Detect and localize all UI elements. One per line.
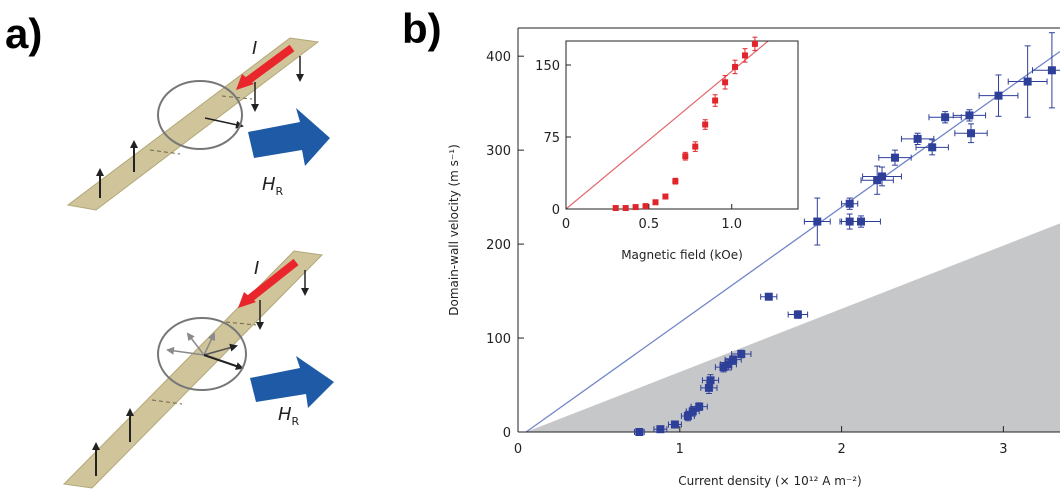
wall-circle — [157, 80, 243, 150]
data-point — [719, 363, 728, 372]
data-point — [688, 407, 697, 416]
field-arrow-lower — [250, 356, 334, 408]
shaded-region — [526, 223, 1060, 432]
upper-strip — [66, 37, 320, 211]
field-label-lower: HR — [278, 404, 300, 428]
shaded-area — [526, 223, 1060, 432]
inset-points — [612, 36, 758, 212]
inset-y-tick-label: 0 — [552, 203, 560, 218]
data-point — [913, 134, 922, 143]
data-point — [706, 376, 715, 385]
inset-data-point — [672, 178, 679, 185]
data-point — [890, 153, 899, 162]
lower-wall-left-line — [151, 399, 183, 405]
inset-data-point — [682, 153, 689, 160]
field-arrow-upper — [248, 108, 330, 166]
inset-y-tick-label: 150 — [535, 59, 560, 74]
wall-moment-arrow — [204, 117, 244, 129]
inset-data-point — [732, 63, 739, 70]
main-y-label: Domain-wall velocity (m s⁻¹) — [447, 144, 461, 316]
main-ticks: 0 1 2 3 0 100 200 300 400 — [486, 50, 1007, 457]
data-point — [656, 425, 665, 434]
inset-data-point — [722, 79, 729, 86]
inset-x-label: Magnetic field (kOe) — [621, 248, 743, 262]
data-point — [928, 143, 937, 152]
inset-data-point — [741, 52, 748, 59]
inset-y-tick-label: 75 — [543, 131, 560, 146]
upper-nanowire: I HR — [66, 37, 330, 211]
current-arrow-lower-head — [238, 292, 256, 308]
y-tick-label: 0 — [503, 426, 511, 441]
current-arrow-upper — [243, 44, 295, 86]
current-label-lower: I — [254, 258, 259, 279]
x-tick-label: 0 — [514, 442, 522, 457]
data-point — [873, 176, 882, 185]
data-point — [695, 402, 704, 411]
main-x-label: Current density (× 10¹² A m⁻²) — [678, 474, 862, 488]
x-tick-label: 1 — [676, 442, 684, 457]
inset-data-point — [652, 199, 659, 206]
wall-moment-arrow — [203, 354, 244, 370]
inset-frame — [565, 40, 799, 210]
y-tick-label: 400 — [486, 50, 511, 65]
inset-data-point — [692, 143, 699, 150]
precessing-moment-arrow — [203, 343, 238, 356]
inset-data-point — [642, 203, 649, 210]
data-point — [683, 412, 692, 421]
upper-wall-left-line — [149, 149, 181, 155]
current-label-upper: I — [252, 38, 257, 59]
panel-b-label: b) — [402, 5, 442, 52]
data-point — [845, 199, 854, 208]
field-label-upper: HR — [262, 174, 284, 198]
data-point — [737, 350, 746, 359]
y-tick-label: 200 — [486, 238, 511, 253]
data-point — [635, 428, 644, 436]
data-point — [670, 420, 679, 429]
lower-wall-right-line — [225, 321, 257, 326]
data-point — [856, 217, 865, 226]
inset-data-point — [712, 97, 719, 104]
inset-ticks: 0 0.5 1.0 0 75 150 — [535, 59, 742, 232]
current-arrow-lower — [245, 258, 299, 304]
lower-strip — [62, 250, 324, 489]
inset-data-point — [612, 205, 619, 212]
precessing-moment-arrow — [203, 332, 216, 356]
data-point — [878, 172, 887, 181]
inset-x-tick-label: 0.5 — [639, 217, 660, 232]
y-tick-label: 100 — [486, 332, 511, 347]
main-points — [633, 32, 1060, 436]
inset-x-tick-label: 1.0 — [721, 217, 742, 232]
data-point — [729, 355, 738, 364]
y-tick-label: 300 — [486, 144, 511, 159]
data-point — [793, 310, 802, 319]
data-point — [994, 91, 1003, 100]
inset-x-tick-label: 0 — [562, 217, 570, 232]
x-tick-label: 3 — [999, 442, 1007, 457]
panel-a-label: a) — [5, 10, 43, 57]
data-point — [704, 383, 713, 392]
inset-data-point — [751, 40, 758, 47]
data-point — [1047, 66, 1056, 75]
precessing-moment-arrow — [186, 332, 205, 356]
data-point — [764, 292, 773, 301]
data-point — [967, 129, 976, 138]
data-point — [1023, 77, 1032, 86]
lower-nanowire: I HR — [62, 250, 334, 489]
data-point — [965, 111, 974, 120]
data-point — [813, 217, 822, 226]
x-tick-label: 2 — [837, 442, 845, 457]
data-point — [941, 113, 950, 122]
wall-circle — [157, 317, 247, 391]
inset-data-point — [662, 193, 669, 200]
inset-data-point — [702, 121, 709, 128]
inset-data-point — [632, 204, 639, 211]
inset-background — [566, 41, 798, 213]
inset-data-point — [622, 205, 629, 212]
data-point — [724, 360, 733, 369]
current-arrow-upper-head — [236, 74, 254, 90]
precessing-moment-arrow — [166, 346, 205, 356]
